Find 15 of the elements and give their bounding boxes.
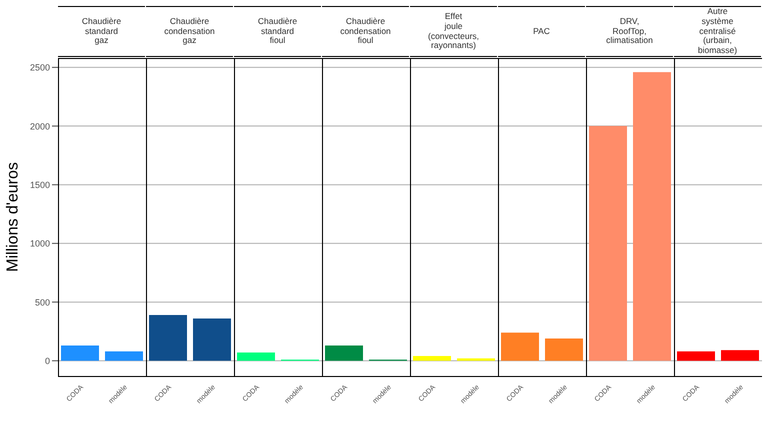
y-tick-label: 500 (34, 297, 50, 308)
y-tick-label: 2500 (30, 62, 50, 73)
chart-title: Autre système centralisé (urbain, biomasse) (674, 6, 761, 57)
chart-title: Chaudière standard gaz (58, 6, 145, 57)
chart-title: Chaudière standard fioul (234, 6, 321, 57)
chart-title: Chaudière condensation gaz (146, 6, 233, 57)
chart-title: Effet joule (convecteurs, rayonnants) (410, 6, 497, 57)
chart-title: PAC (498, 6, 585, 57)
y-tick-label: 1000 (30, 238, 50, 249)
y-tick-label: 2000 (30, 121, 50, 132)
chart-title: DRV, RoofTop, climatisation (586, 6, 673, 57)
chart-title: Chaudière condensation fioul (322, 6, 409, 57)
y-tick-label: 0 (44, 356, 50, 366)
y-axis-title: Millions d'euros (4, 162, 22, 272)
y-tick-label: 1500 (30, 180, 50, 190)
